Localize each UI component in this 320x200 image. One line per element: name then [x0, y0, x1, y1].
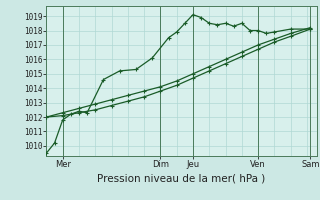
- X-axis label: Pression niveau de la mer( hPa ): Pression niveau de la mer( hPa ): [98, 173, 266, 183]
